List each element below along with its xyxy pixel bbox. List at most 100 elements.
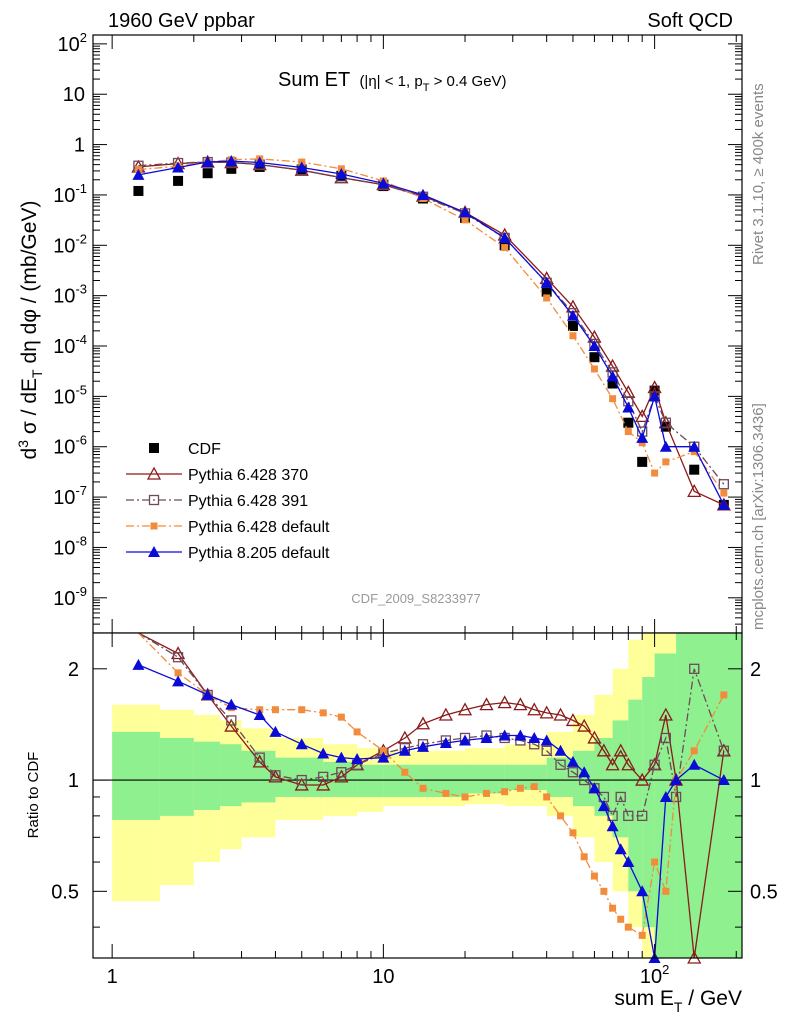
data-point-pythia-8-205-default [717,498,730,510]
legend-label-cdf: CDF [188,441,221,458]
ratio-point-pythia-6-428-370 [479,697,494,711]
ratio-point-pythia-6-428-391 [567,767,579,778]
ratio-point-pythia-8-205-default [597,800,610,812]
ratio-band-green [504,764,547,790]
ratio-band-green [220,744,242,807]
ratio-point-pythia-6-428-370 [635,772,650,786]
data-point-pythia-6-428-391 [718,479,729,490]
ratio-point-pythia-8-205-default [201,688,214,700]
ratio-point-pythia-6-428-default [638,931,646,939]
xlabel-part-b: T [674,999,683,1015]
ratio-point-pythia-8-205-default [636,885,649,897]
data-point-cdf [637,456,648,467]
data-point-cdf [226,163,237,174]
data-point-cdf [202,168,213,179]
data-point-cdf [623,417,634,428]
data-point-pythia-8-205-default [566,309,579,321]
ratio-point-pythia-6-428-default [624,923,632,931]
ratio-line-pythia-8-205-default [138,664,725,959]
ylabel-part-e: dη dφ / (mb/GeV) [18,201,41,370]
data-point-pythia-6-428-default [609,395,617,403]
ratio-point-pythia-6-428-391 [718,745,729,756]
data-point-pythia-6-428-default [501,244,509,252]
ylabel-part-b: 3 [15,440,31,448]
plot-title-sub-b: T [423,82,430,94]
data-point-cdf [567,320,578,331]
ratio-point-pythia-6-428-370 [316,777,331,791]
ratio-point-pythia-8-205-default [480,731,493,743]
ratio-point-pythia-8-205-default [269,725,282,737]
y-tick-label: 10-7 [53,483,87,509]
data-point-pythia-6-428-default [543,294,551,302]
ratio-point-pythia-6-428-default [442,789,450,797]
ratio-point-pythia-8-205-default [459,734,472,746]
ratio-point-pythia-8-205-default [659,790,672,802]
legend: CDF Pythia 6.428 370 Pythia 6.428 391 Pythi… [126,441,330,562]
ratio-band-green [275,757,324,797]
ratio-point-pythia-6-428-370 [587,730,602,744]
legend-marker-pythia-6-428-370 [146,466,162,480]
ratio-point-pythia-8-205-default [588,782,601,794]
ratio-y-tick-label-right: 0.5 [750,881,778,903]
ratio-y-tick-label: 0.5 [51,881,79,903]
data-point-pythia-6-428-370 [635,409,650,423]
ratio-point-pythia-6-428-default [580,853,588,861]
ylabel-part-c: σ / dE [18,378,41,440]
legend-marker-pythia-6-428-391 [148,494,160,506]
ratio-point-pythia-6-428-default [319,709,327,717]
data-point-pythia-8-205-default [498,231,511,243]
y-tick-label: 10-2 [53,231,87,257]
data-point-pythia-8-205-default [588,340,601,352]
ratio-point-pythia-8-205-default [554,744,567,756]
ratio-line-pythia-6-428-391 [138,632,725,818]
ratio-point-pythia-6-428-370 [497,695,512,709]
x-axis-label: sum ET / GeV [614,987,742,1015]
legend-label-pythia-6-428-default: Pythia 6.428 default [188,519,330,536]
ratio-point-pythia-6-428-391 [172,652,184,663]
legend-label-pythia-6-428-391: Pythia 6.428 391 [188,493,308,510]
ratio-line-pythia-6-428-default [137,632,725,937]
data-point-pythia-6-428-default [662,458,670,466]
ratio-point-pythia-6-428-default [557,812,565,820]
ratio-point-pythia-6-428-370 [596,743,611,757]
ratio-line-pythia-6-428-370 [138,632,725,959]
y-tick-label: 10 [63,84,85,106]
xlabel-part-c: / GeV [682,987,742,1010]
ratio-point-pythia-6-428-default [461,793,469,801]
ratio-point-pythia-8-205-default [398,744,411,756]
data-point-pythia-6-428-default [720,489,728,497]
data-point-pythia-8-205-default [377,177,390,189]
data-point-pythia-8-205-default [201,156,214,168]
data-point-pythia-8-205-default [132,168,145,180]
data-point-cdf [173,175,184,186]
ratio-point-pythia-8-205-default [528,731,541,743]
header-left-label: 1960 GeV ppbar [108,10,255,32]
ratio-plot-border [92,632,743,959]
ratio-point-pythia-6-428-default [298,706,306,714]
legend-marker-cdf [149,443,159,453]
ratio-y-tick-label: 1 [68,770,79,792]
ratio-point-pythia-6-428-default [337,713,345,721]
ratio-point-pythia-6-428-default [543,793,551,801]
main-panel: 102 10 1 10-1 10-2 10-3 10-4 10-5 10-6 10-7 10-8 10… [15,30,743,634]
data-point-cdf [133,185,144,196]
ratio-point-pythia-8-205-default [566,755,579,767]
data-point-cdf [541,286,552,297]
ratio-point-pythia-6-428-391 [336,767,347,778]
ratio-point-pythia-6-428-default [271,706,279,714]
ratio-point-pythia-6-428-default [379,747,387,755]
data-point-pythia-8-205-default [622,401,635,413]
ratio-point-pythia-6-428-370 [513,697,528,711]
data-point-cdf [689,464,700,475]
ratio-band-green [572,750,595,807]
plot-title-sub-a: (|η| < 1, p [359,73,422,90]
ratio-point-pythia-6-428-370 [613,743,628,757]
ratio-point-pythia-8-205-default [172,675,185,687]
data-point-pythia-6-428-default [569,332,577,340]
main-marks [131,154,731,511]
ratio-y-axis-label: Ratio to CDF [25,752,42,839]
ratio-band-green [159,737,194,816]
y-tick-label: 10-9 [53,584,87,610]
ratio-point-pythia-6-428-370 [621,757,636,771]
